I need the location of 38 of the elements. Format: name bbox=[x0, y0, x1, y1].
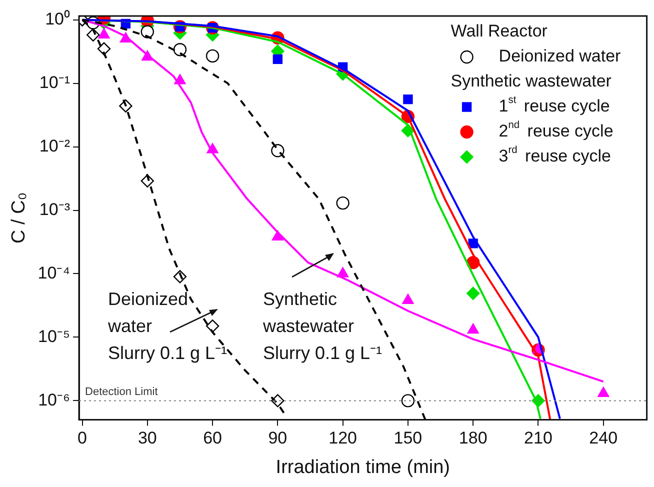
point bbox=[467, 323, 479, 334]
y-tick-label: 10⁻⁶ bbox=[38, 390, 70, 410]
point bbox=[466, 286, 480, 300]
point bbox=[598, 386, 610, 398]
x-tick-label: 30 bbox=[138, 428, 157, 448]
annotation: Synthetic wastewater bbox=[450, 72, 612, 91]
point bbox=[271, 144, 284, 158]
point bbox=[174, 74, 186, 84]
x-axis-title: Irradiation time (min) bbox=[276, 456, 450, 478]
point bbox=[206, 319, 220, 333]
y-tick-label: 10⁻³ bbox=[39, 200, 70, 219]
annotation: Deionized water Slurry 0.1 g L⁻¹ bbox=[108, 288, 228, 365]
point bbox=[206, 49, 220, 63]
x-tick-label: 180 bbox=[458, 428, 488, 448]
y-axis-title: C / C₀ bbox=[8, 192, 30, 244]
y-tick-label: 10⁻¹ bbox=[39, 73, 70, 92]
y-tick-label: 10⁻² bbox=[39, 136, 70, 156]
point bbox=[336, 196, 350, 210]
point bbox=[173, 42, 187, 56]
x-tick-label: 0 bbox=[78, 428, 88, 448]
x-tick-label: 90 bbox=[268, 428, 288, 448]
x-tick-label: 240 bbox=[589, 428, 618, 448]
x-tick-label: 210 bbox=[524, 428, 552, 448]
y-tick-label: 10⁻⁴ bbox=[38, 263, 70, 282]
point bbox=[403, 94, 413, 104]
legend-label: Deionized water bbox=[498, 46, 622, 66]
legend-title: Wall Reactor bbox=[450, 22, 548, 41]
point bbox=[272, 54, 283, 64]
x-tick-label: 60 bbox=[203, 428, 222, 448]
y-tick-label: 10⁰ bbox=[45, 10, 70, 29]
ref-line-label: Detection Limit bbox=[85, 386, 158, 398]
annotation: Synthetic wastewater Slurry 0.1 g L⁻¹ bbox=[263, 288, 382, 365]
point bbox=[337, 267, 349, 278]
y-tick-label: 10⁻⁵ bbox=[38, 326, 70, 346]
point bbox=[402, 294, 414, 304]
point bbox=[401, 394, 415, 408]
x-tick-label: 120 bbox=[328, 428, 358, 448]
x-tick-label: 150 bbox=[394, 428, 422, 448]
